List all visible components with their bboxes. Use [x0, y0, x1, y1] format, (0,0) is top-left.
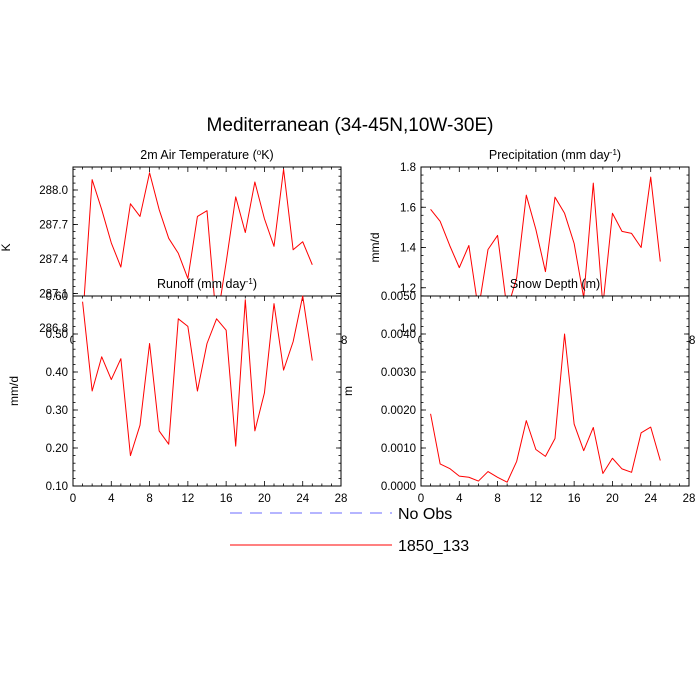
y-tick-label: 0.50 — [46, 329, 68, 341]
panel-title: Precipitation (mm day-1) — [489, 148, 621, 163]
x-tick-label: 16 — [568, 493, 581, 505]
panel-title: Snow Depth (m) — [510, 277, 600, 291]
y-tick-label: 1.8 — [400, 162, 416, 174]
y-tick-label: 0.0020 — [381, 405, 416, 417]
plot-area — [73, 296, 341, 486]
y-tick-label: 0.60 — [46, 291, 68, 303]
plot-frame — [72, 295, 342, 487]
y-tick-label: 286.8 — [39, 323, 68, 335]
y-axis-label: mm/d — [368, 233, 382, 263]
y-tick-label: 288.0 — [39, 185, 68, 197]
y-tick-label: 0.0030 — [381, 367, 416, 379]
x-tick-label: 12 — [181, 493, 194, 505]
x-tick-label: 4 — [108, 493, 115, 505]
x-tick-label: 20 — [258, 493, 271, 505]
y-tick-label: 0.20 — [46, 443, 68, 455]
y-tick-label: 287.1 — [39, 289, 68, 301]
y-tick-label: 1.6 — [400, 202, 416, 214]
legend: No Obs 1850_133 — [230, 506, 469, 555]
legend-label: No Obs — [398, 506, 452, 523]
panel-3: 0.10 0.20 0.30 0.40 0.50 0.60 0 4 8 12 16 20 24 28 Run… — [7, 277, 347, 506]
y-tick-label: 0.30 — [46, 405, 68, 417]
y-tick-label: 0.0040 — [381, 329, 416, 341]
y-tick-label: 1.0 — [400, 323, 416, 335]
legend-entry-2: 1850_133 — [230, 538, 469, 555]
y-tick-label: 0.10 — [46, 481, 68, 493]
y-axis-label: m — [341, 386, 355, 396]
y-tick-label: 0.0050 — [381, 291, 416, 303]
y-tick-label: 1.2 — [400, 283, 416, 295]
x-tick-label: 28 — [335, 493, 348, 505]
x-tick-label: 28 — [683, 493, 696, 505]
x-tick-label: 20 — [606, 493, 619, 505]
x-tick-label: 0 — [70, 493, 76, 505]
y-tick-label: 0.0000 — [381, 481, 416, 493]
x-tick-label: 24 — [644, 493, 657, 505]
x-tick-label: 8 — [146, 493, 152, 505]
figure-title: Mediterranean (34-45N,10W-30E) — [207, 115, 494, 136]
panels: 286.8 287.1 287.4 287.7 288.0 0 4 8 12 16 20 24 28 2m… — [0, 148, 695, 506]
x-tick-label: 8 — [494, 493, 500, 505]
y-tick-label: 287.4 — [39, 254, 68, 266]
panel-4: 0.0000 0.0010 0.0020 0.0030 0.0040 0.0050 0 4 8 1… — [341, 277, 695, 505]
plot-area — [421, 296, 689, 486]
panel-title: Runoff (mm day-1) — [157, 277, 257, 292]
x-tick-label: 0 — [418, 493, 424, 505]
y-tick-label: 1.4 — [400, 243, 417, 255]
y-axis-label: K — [0, 243, 13, 251]
x-tick-label: 24 — [296, 493, 309, 505]
panel-title: 2m Air Temperature (oK) — [140, 148, 273, 163]
y-tick-label: 0.0010 — [381, 443, 416, 455]
y-axis-label: mm/d — [7, 376, 21, 406]
x-tick-label: 12 — [529, 493, 542, 505]
x-tick-label: 4 — [456, 493, 463, 505]
legend-entry-1: No Obs — [230, 506, 452, 523]
x-tick-label: 16 — [220, 493, 233, 505]
plot-frame — [420, 295, 690, 487]
y-tick-label: 0.40 — [46, 367, 68, 379]
y-tick-label: 287.7 — [39, 220, 68, 232]
legend-label: 1850_133 — [398, 538, 469, 555]
